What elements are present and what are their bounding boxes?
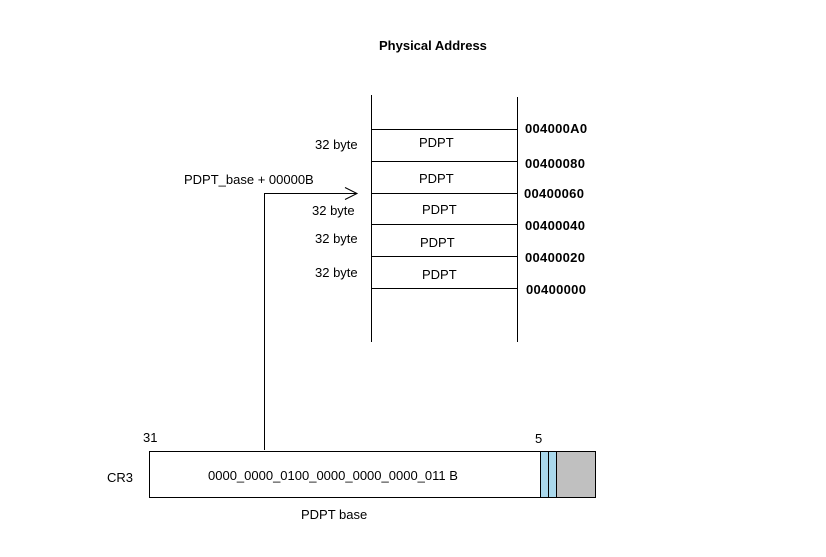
pdpt-entry-label: PDPT <box>422 202 457 217</box>
address-label: 00400060 <box>524 186 585 201</box>
entry-size-label: 32 byte <box>315 265 358 280</box>
bit-31-label: 31 <box>143 430 158 445</box>
cr3-ignored-bits <box>556 451 596 498</box>
cr3-register-value: 0000_0000_0100_0000_0000_0000_011 B <box>208 468 458 483</box>
cr3-flag-bits-1 <box>540 451 549 498</box>
entry-size-label: 32 byte <box>312 203 355 218</box>
pdpt-entry-label: PDPT <box>419 171 454 186</box>
address-label: 004000A0 <box>525 121 588 136</box>
address-label: 00400020 <box>525 250 586 265</box>
pdpt-base-caption: PDPT base <box>301 507 368 522</box>
address-label: 00400080 <box>525 156 586 171</box>
cr3-flag-bits-2 <box>548 451 557 498</box>
pdpt-base-pointer-label: PDPT_base + 00000B <box>184 172 314 187</box>
entry-size-label: 32 byte <box>315 231 358 246</box>
pointer-arrowhead <box>344 187 359 200</box>
address-label: 00400000 <box>526 282 587 297</box>
pointer-connector <box>264 193 356 450</box>
pdpt-entry-label: PDPT <box>419 135 454 150</box>
bit-5-label: 5 <box>535 431 543 446</box>
cr3-register-name: CR3 <box>107 470 134 485</box>
physical-address-title: Physical Address <box>379 38 487 53</box>
address-label: 00400040 <box>525 218 586 233</box>
pdpt-entry-label: PDPT <box>420 235 455 250</box>
entry-size-label: 32 byte <box>315 137 358 152</box>
pdpt-entry-label: PDPT <box>422 267 457 282</box>
